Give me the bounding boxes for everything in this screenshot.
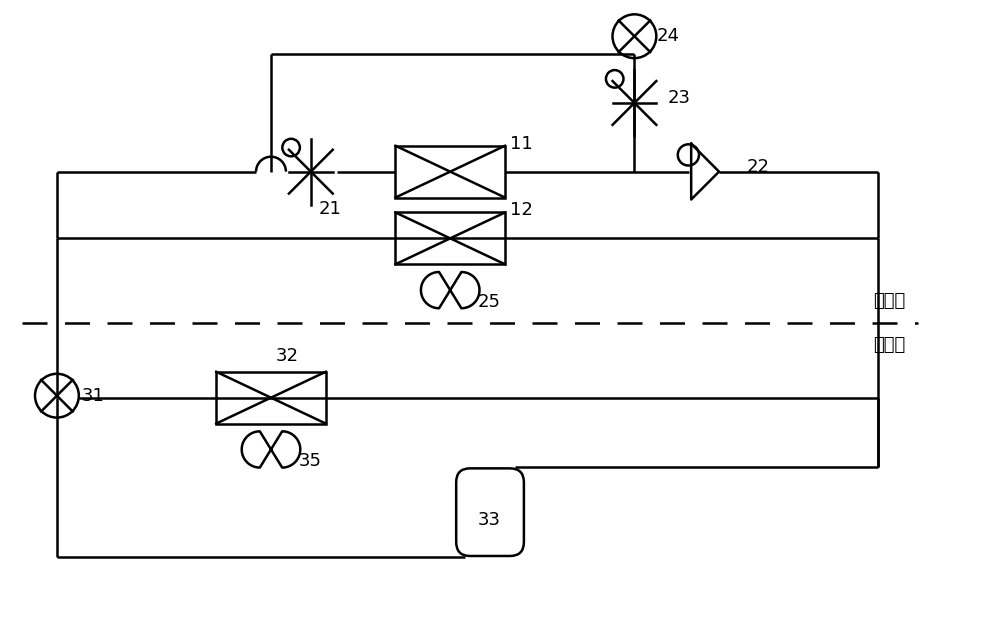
- Text: 23: 23: [667, 89, 690, 107]
- Text: 室内侧: 室内侧: [873, 292, 906, 310]
- Text: 31: 31: [82, 386, 105, 404]
- Text: 室外侧: 室外侧: [873, 336, 906, 354]
- Bar: [395, 146, 505, 197]
- Text: 25: 25: [478, 293, 501, 311]
- Text: 21: 21: [319, 201, 342, 219]
- Text: 11: 11: [510, 135, 533, 153]
- Text: 32: 32: [276, 347, 299, 365]
- Text: 12: 12: [510, 201, 533, 219]
- Text: 33: 33: [478, 511, 501, 529]
- Bar: [216, 372, 326, 424]
- Text: 24: 24: [656, 27, 679, 45]
- Bar: [395, 212, 505, 264]
- Text: 35: 35: [299, 453, 322, 471]
- Text: 22: 22: [747, 158, 770, 176]
